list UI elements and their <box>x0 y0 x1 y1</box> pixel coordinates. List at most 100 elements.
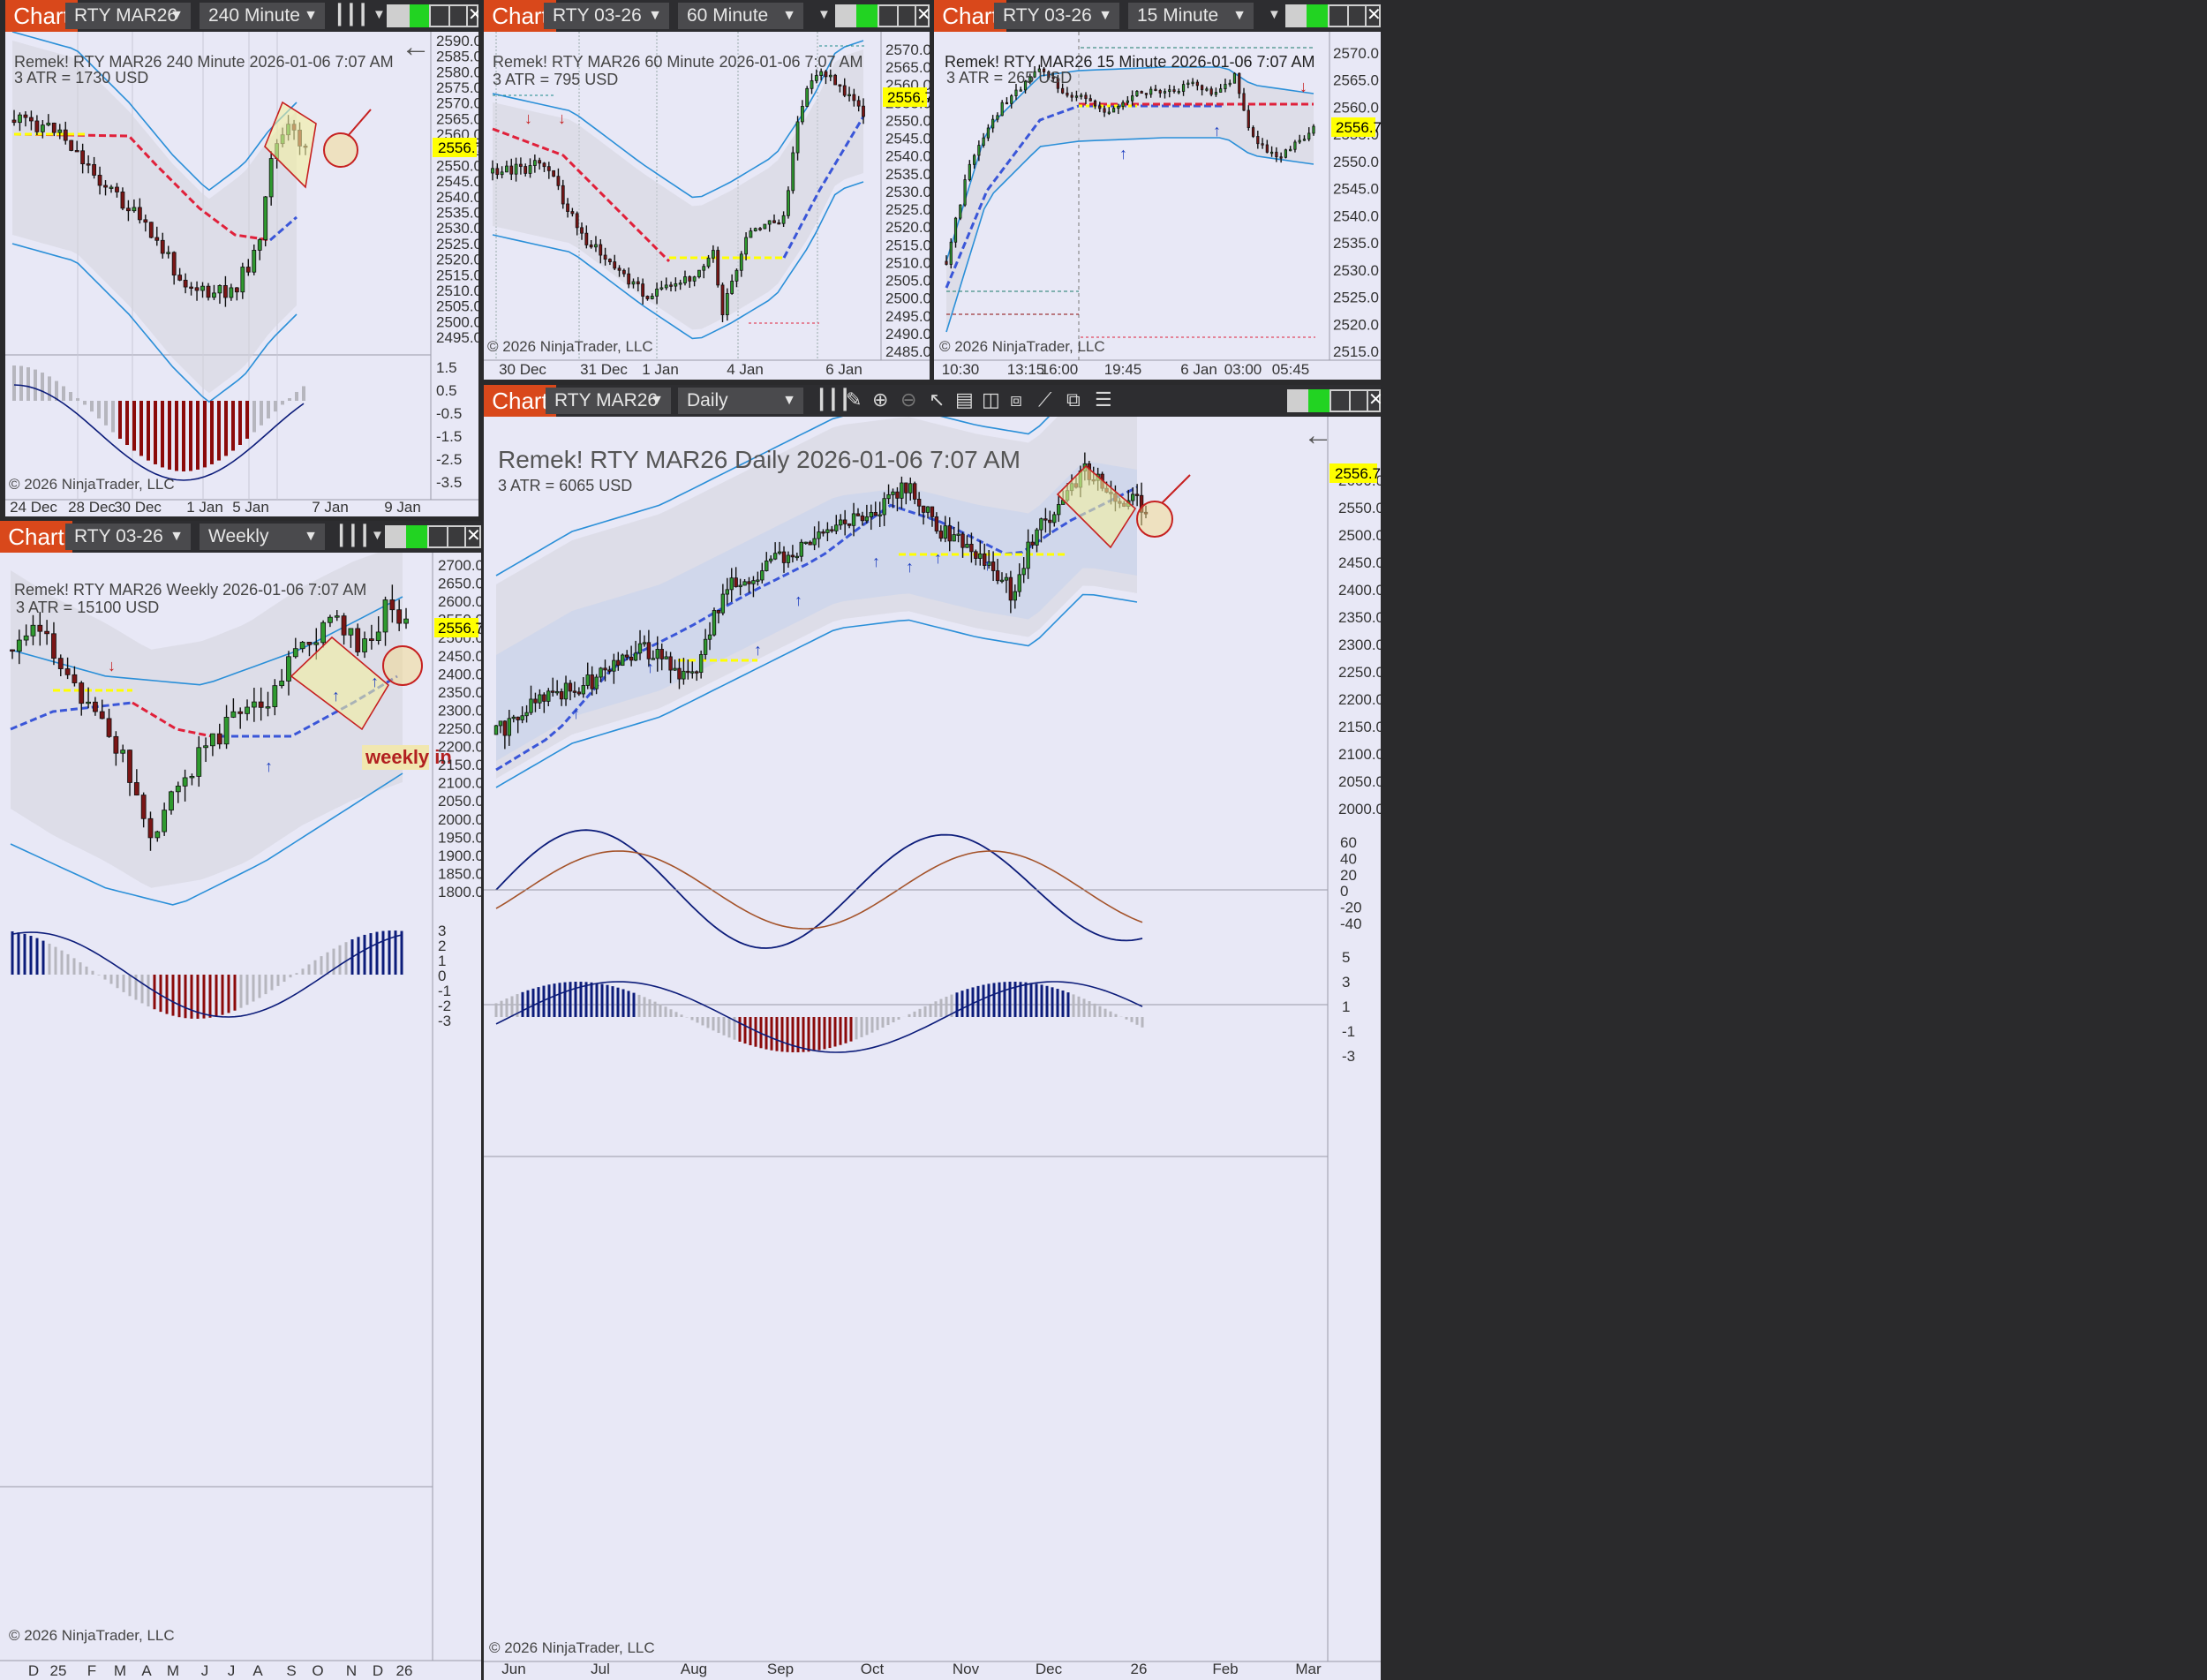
period-select[interactable]: 60 Minute ▼ <box>678 3 803 29</box>
period-select[interactable]: 240 Minute ▼ <box>200 3 325 29</box>
chart-window-15min: Chart RTY 03-26 ▼ 15 Minute ▼ ▼ ✕ ↑ ↑ ↓ Reme… <box>934 0 1381 380</box>
period-select[interactable]: Weekly ▼ <box>200 524 325 550</box>
axis-tick: 2650.0 <box>438 576 481 592</box>
dropdown-arrow-icon[interactable]: ▼ <box>817 7 831 22</box>
histogram-bar <box>29 936 33 975</box>
candle-body <box>1256 136 1260 145</box>
close-button[interactable]: ✕ <box>466 4 478 27</box>
link-green-button[interactable] <box>406 525 429 548</box>
properties-icon[interactable]: ◫ <box>982 388 1000 411</box>
histogram-bar <box>159 975 162 1013</box>
data-box-icon[interactable]: ▤ <box>955 388 974 411</box>
instrument-select[interactable]: RTY MAR26 ▼ <box>546 388 671 414</box>
close-button[interactable]: ✕ <box>464 525 481 548</box>
histogram-bar <box>281 401 284 405</box>
strategies-icon[interactable]: ⟋ <box>1038 388 1052 411</box>
indicator-line <box>11 243 298 403</box>
instrument-select[interactable]: RTY 03-26 ▼ <box>544 3 669 29</box>
price-axis: 2590.02585.02580.02575.02570.02565.02560… <box>436 33 478 346</box>
candle-body <box>995 570 1000 582</box>
share-icon[interactable]: ⧉ <box>1066 388 1081 411</box>
buy-arrow-icon: ↑ <box>646 659 654 676</box>
link-green-button[interactable] <box>410 4 433 27</box>
templates-icon[interactable]: ⧈ <box>1010 388 1022 411</box>
close-button[interactable]: ✕ <box>915 4 930 27</box>
axis-tick: 2500.0 <box>436 313 478 330</box>
histogram-bar <box>569 982 572 1017</box>
histogram-bar <box>955 992 959 1017</box>
histogram-bar <box>165 975 169 1014</box>
bar-type-icon[interactable]: ┃┃┃ <box>334 4 369 26</box>
period-select[interactable]: Daily ▼ <box>678 388 803 414</box>
price-panel: ↑ ↑ ↑ ↑ ↑ ↑ ↑ ↑ <box>493 417 1191 788</box>
histogram-bar <box>276 975 280 986</box>
link-green-button[interactable] <box>1308 389 1331 412</box>
instrument-select[interactable]: RTY MAR26 ▼ <box>65 3 191 29</box>
bar-type-icon[interactable]: ┃┃┃ <box>816 388 851 411</box>
period-select[interactable]: 15 Minute ▼ <box>1128 3 1254 29</box>
copyright: © 2026 NinjaTrader, LLC <box>9 476 175 493</box>
candle-body <box>529 698 533 713</box>
chart-menu-button[interactable]: Chart <box>0 521 72 553</box>
candle-body <box>1140 90 1143 94</box>
instrument-select[interactable]: RTY 03-26 ▼ <box>994 3 1119 29</box>
last-price-marker <box>434 618 478 637</box>
back-arrow-icon[interactable]: ← <box>401 32 431 64</box>
candle-body <box>655 288 659 297</box>
target-circle <box>382 645 423 686</box>
link-color-button[interactable] <box>835 4 858 27</box>
zoom-out-icon[interactable]: ⊖ <box>900 388 917 411</box>
zoom-in-icon[interactable]: ⊕ <box>872 388 889 411</box>
link-color-button[interactable] <box>1287 389 1310 412</box>
dropdown-arrow-icon[interactable]: ▼ <box>371 528 384 543</box>
histogram-bar <box>966 989 969 1017</box>
link-color-button[interactable] <box>385 525 408 548</box>
histogram-bar <box>90 401 94 412</box>
link-green-button[interactable] <box>856 4 879 27</box>
minimize-button[interactable] <box>878 4 900 27</box>
drawing-tool-icon[interactable]: ✎ <box>846 388 862 411</box>
dropdown-arrow-icon[interactable]: ▼ <box>1268 7 1281 22</box>
candle-body <box>552 170 556 177</box>
chart-menu-button[interactable]: Chart <box>484 385 556 417</box>
blue-trailing-stop <box>10 701 133 731</box>
instrument-select[interactable]: RTY 03-26 ▼ <box>65 524 191 550</box>
histogram-bar <box>375 931 379 975</box>
bar-type-icon[interactable]: ┃┃┃ <box>335 524 371 546</box>
last-price-label: 2556.7 <box>438 620 481 637</box>
candle-body <box>127 750 132 783</box>
candle-body <box>44 630 50 635</box>
instrument-label: RTY 03-26 <box>553 5 642 26</box>
histogram-bar <box>923 1006 927 1017</box>
dropdown-arrow-icon[interactable]: ▼ <box>373 7 386 22</box>
link-green-button[interactable] <box>1307 4 1329 27</box>
candle-body <box>744 237 748 255</box>
back-arrow-icon[interactable]: ← <box>1303 418 1333 452</box>
histogram-bar <box>97 975 101 976</box>
candle-body <box>1111 108 1116 113</box>
chart-canvas: Remek! RTY MAR26 240 Minute 2026-01-06 7… <box>5 32 478 516</box>
axis-tick: S <box>286 1662 296 1679</box>
histogram-bar <box>1008 982 1012 1017</box>
chevron-down-icon: ▼ <box>1098 8 1112 23</box>
pointer-icon[interactable]: ↖ <box>929 388 945 411</box>
indicator-line <box>11 32 298 192</box>
histogram-bar <box>274 401 277 412</box>
candle-body <box>904 482 908 493</box>
price-axis: 2700.02650.02600.02550.02500.02450.02400… <box>438 557 481 900</box>
close-button[interactable]: ✕ <box>1367 389 1381 412</box>
close-button[interactable]: ✕ <box>1365 4 1381 27</box>
candle-body <box>734 577 738 588</box>
candle-body <box>655 649 659 659</box>
histogram-bar <box>196 975 200 1019</box>
candle-body <box>624 654 629 658</box>
list-icon[interactable]: ☰ <box>1095 388 1112 411</box>
candle-body <box>1224 84 1227 89</box>
histogram-bar <box>79 962 82 975</box>
candle-body <box>633 652 638 661</box>
candle-body <box>712 610 717 636</box>
candle-body <box>607 669 612 672</box>
link-color-button[interactable] <box>1285 4 1308 27</box>
link-color-button[interactable] <box>387 4 410 27</box>
candle-body <box>864 516 870 522</box>
